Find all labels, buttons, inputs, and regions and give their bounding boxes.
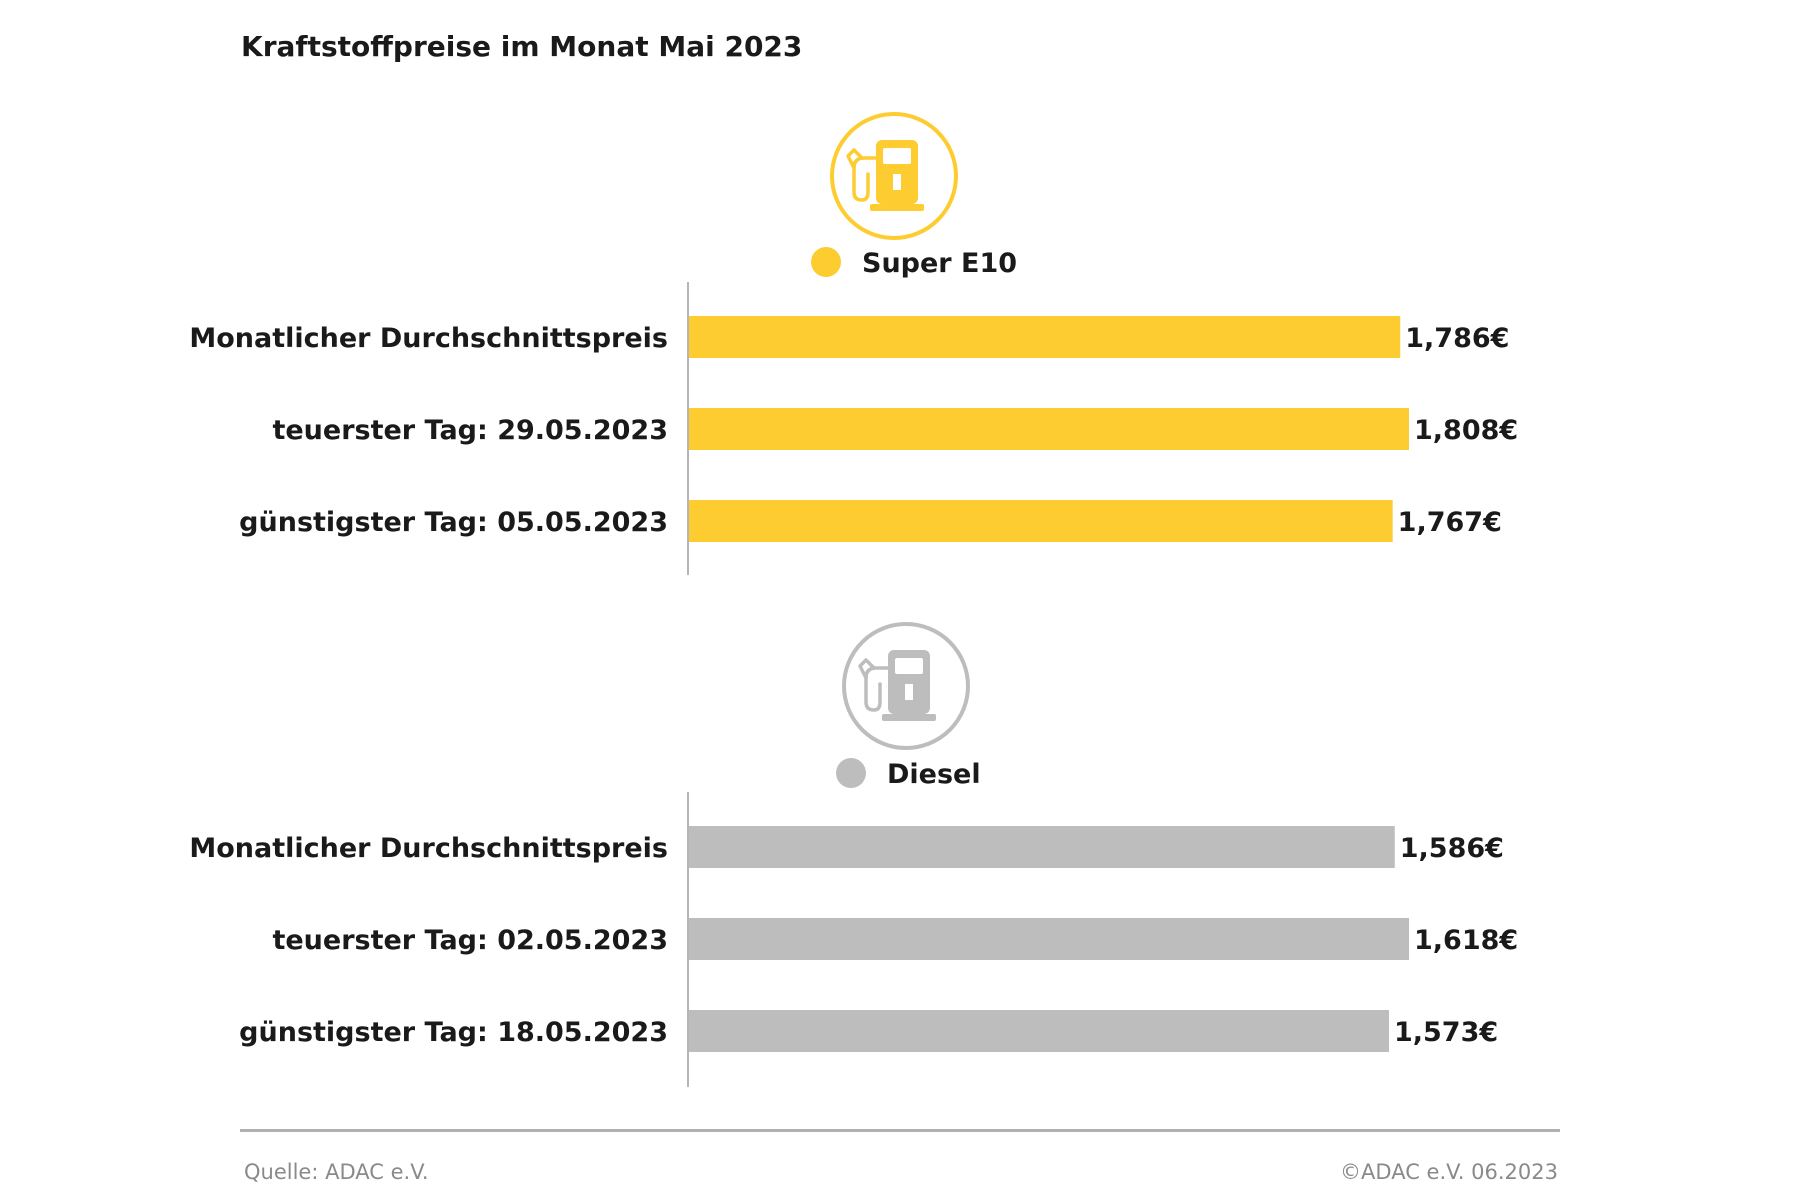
bar-chart: Super E10 Monatlicher Durchschnittspreis 1… (189, 112, 1518, 1087)
super-e10-category-label-3: günstigster Tag: 05.05.2023 (239, 507, 668, 538)
diesel-legend-dot (836, 758, 866, 788)
super-e10-category-label-2: teuerster Tag: 29.05.2023 (272, 415, 668, 446)
super-e10-value-label-3: 1,767€ (1398, 507, 1502, 538)
super-e10-legend-label: Super E10 (862, 248, 1017, 279)
super-e10-pump-base (870, 204, 924, 211)
diesel-group: Diesel Monatlicher Durchschnittspreis 1,58… (189, 622, 1518, 1087)
super-e10-value-label-1: 1,786€ (1405, 323, 1509, 354)
diesel-value-label-3: 1,573€ (1394, 1017, 1498, 1048)
footer-copyright: ©ADAC e.V. 06.2023 (1340, 1160, 1558, 1184)
diesel-bar-3 (689, 1010, 1389, 1052)
super-e10-pump-hose (852, 156, 878, 202)
footer-divider (240, 1129, 1560, 1132)
diesel-value-label-1: 1,586€ (1400, 833, 1504, 864)
super-e10-bar-3 (689, 500, 1393, 542)
diesel-category-label-2: teuerster Tag: 02.05.2023 (272, 925, 668, 956)
super-e10-category-label-1: Monatlicher Durchschnittspreis (189, 323, 668, 354)
diesel-pump-display (895, 658, 923, 674)
super-e10-bar-1 (689, 316, 1401, 358)
diesel-fuel-pump-icon (842, 622, 970, 750)
chart-title: Kraftstoffpreise im Monat Mai 2023 (241, 30, 803, 63)
diesel-pump-window (905, 684, 913, 700)
super-e10-pump-display (883, 148, 911, 164)
footer-source: Quelle: ADAC e.V. (244, 1160, 429, 1184)
super-e10-value-label-2: 1,808€ (1414, 415, 1518, 446)
super-e10-group: Super E10 Monatlicher Durchschnittspreis 1… (189, 112, 1518, 575)
super-e10-legend-dot (811, 247, 841, 277)
super-e10-icon-ring (830, 112, 958, 240)
diesel-bar-2 (689, 918, 1409, 960)
diesel-icon-ring (842, 622, 970, 750)
super-e10-bar-2 (689, 408, 1409, 450)
diesel-category-label-1: Monatlicher Durchschnittspreis (189, 833, 668, 864)
diesel-bar-1 (689, 826, 1395, 868)
diesel-category-label-3: günstigster Tag: 18.05.2023 (239, 1017, 668, 1048)
super-e10-fuel-pump-icon (830, 112, 958, 240)
diesel-pump-hose (864, 666, 890, 712)
diesel-legend-label: Diesel (887, 759, 981, 790)
diesel-value-label-2: 1,618€ (1414, 925, 1518, 956)
super-e10-pump-nozzle (846, 148, 864, 170)
diesel-pump-nozzle (858, 658, 876, 680)
diesel-pump-base (882, 714, 936, 721)
super-e10-pump-window (893, 174, 901, 190)
